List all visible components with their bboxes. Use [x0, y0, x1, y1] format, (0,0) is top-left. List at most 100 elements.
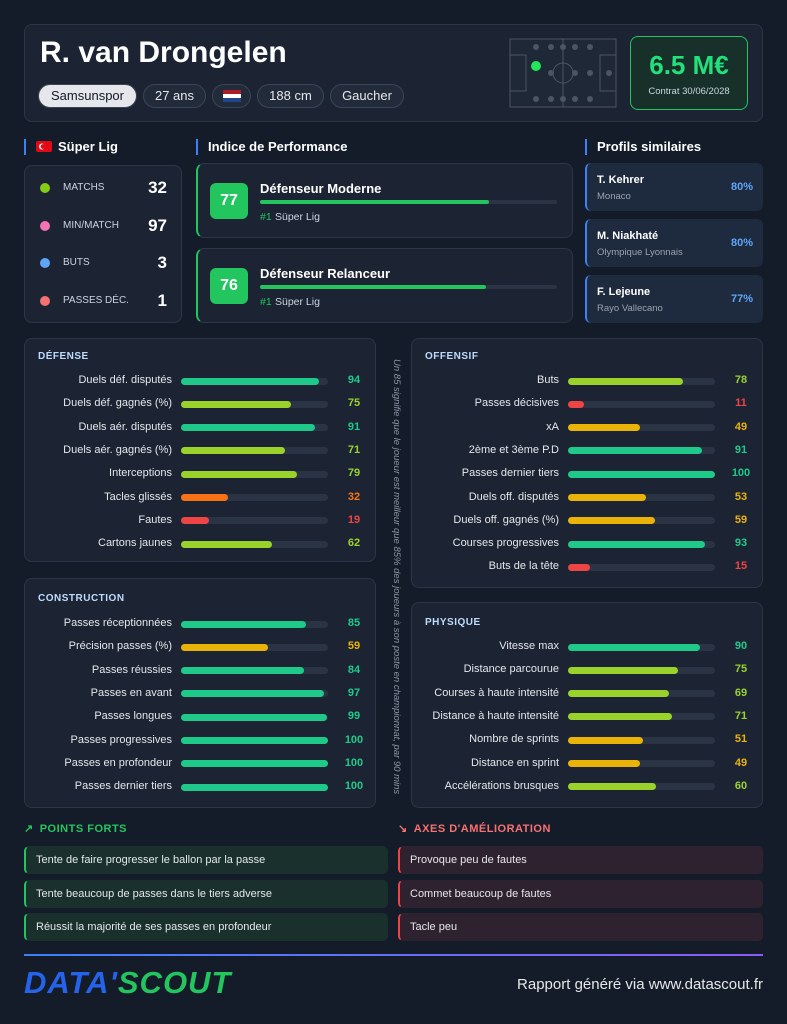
logo: DATA'SCOUT	[24, 965, 231, 1001]
bar	[181, 643, 268, 651]
stat-value: 32	[148, 178, 167, 197]
stat-label: Buts	[536, 374, 559, 386]
bar	[181, 620, 306, 628]
similar-name: F. Lejeune	[597, 286, 651, 298]
bar-value: 15	[734, 560, 748, 573]
stat-label: Nombre de sprints	[469, 733, 559, 746]
bar-value: 59	[734, 513, 748, 526]
stat-label: Tacles glissés	[104, 490, 172, 503]
bar-value: 51	[734, 733, 748, 746]
weaknesses-heading: ↘ AXES D'AMÉLIORATION	[398, 823, 551, 835]
bar-value: 32	[347, 490, 361, 503]
bar-value: 85	[347, 617, 361, 629]
bar	[181, 424, 315, 432]
stat-label: Passes dernier tiers	[74, 780, 172, 793]
logo-left: DATA'	[24, 965, 118, 1000]
bar	[181, 713, 327, 721]
bar	[568, 643, 701, 651]
age: 27 ans	[143, 84, 206, 108]
strengths-title: POINTS FORTS	[39, 823, 127, 835]
section-title: PHYSIQUE	[425, 617, 481, 628]
bar-value: 75	[347, 397, 361, 410]
bar-value: 100	[344, 733, 364, 746]
stat-label: Buts de la tête	[488, 560, 559, 573]
section-title: DÉFENSE	[38, 351, 89, 362]
bar-value: 62	[347, 537, 361, 550]
bar-value: 19	[347, 513, 361, 526]
bar-value: 100	[344, 756, 364, 769]
similar-card	[585, 163, 763, 211]
section-card	[411, 338, 763, 588]
stat-icon	[40, 258, 50, 268]
similar-club: Olympique Lyonnais	[597, 247, 683, 258]
similar-card	[585, 275, 763, 323]
stat-label: PASSES DÉC.	[63, 294, 129, 306]
bar-track	[568, 563, 715, 571]
bar-value: 49	[734, 420, 748, 433]
stat-label: Duels déf. gagnés (%)	[63, 397, 172, 410]
stat-label: Passes réussies	[91, 663, 172, 676]
stat-value: 1	[157, 290, 167, 310]
divider	[24, 954, 763, 956]
stat-label: Passes en profondeur	[64, 756, 172, 769]
stat-value: 97	[148, 215, 167, 235]
stat-icon	[40, 183, 50, 193]
stat-icon	[40, 295, 50, 306]
bar	[181, 447, 286, 455]
height: 188 cm	[257, 84, 324, 108]
stat-label: Passes dernier tiers	[461, 467, 559, 480]
weaknesses-item: Provoque peu de fautes	[398, 846, 763, 874]
bar-value: 69	[734, 686, 748, 699]
stat-label: Duels aér. gagnés (%)	[63, 443, 172, 456]
perf-bar	[260, 200, 489, 204]
bar-value: 71	[347, 443, 361, 456]
stat-label: Cartons jaunes	[98, 537, 172, 550]
stat-label: Duels off. disputés	[468, 490, 559, 503]
bar	[568, 713, 673, 721]
stat-label: Fautes	[138, 513, 172, 526]
contract: Contrat 30/06/2028	[648, 86, 730, 97]
stat-label: Précision passes (%)	[68, 640, 172, 653]
perf-league: Süper Lig	[275, 211, 320, 223]
league-card	[24, 165, 182, 323]
bar	[568, 783, 657, 791]
performance-title: Indice de Performance	[196, 139, 347, 155]
similar-title: Profils similaires	[585, 139, 701, 155]
stat-label: Accélérations brusques	[444, 779, 559, 792]
bar	[181, 737, 328, 744]
note: Un 85 signifie que le joueur est meilleu…	[391, 359, 402, 795]
bar	[181, 783, 328, 791]
strengths-item: Réussit la majorité de ses passes en pro…	[24, 913, 388, 941]
bar-value: 78	[734, 374, 748, 386]
similar-card	[585, 219, 763, 267]
tr-flag	[36, 141, 52, 152]
bar	[568, 470, 715, 478]
stat-label: Duels aér. disputés	[78, 420, 172, 433]
stat-label: Interceptions	[109, 467, 172, 480]
similar-score: 80%	[730, 181, 753, 193]
perf-score: 76	[210, 268, 248, 304]
player-name: R. van Drongelen	[40, 36, 287, 69]
bar	[181, 470, 298, 478]
bar	[568, 494, 646, 501]
logo-right: SCOUT	[117, 965, 232, 1000]
stat-label: MATCHS	[63, 182, 105, 193]
strengths-item: Tente de faire progresser le ballon par …	[24, 846, 388, 874]
stat-label: Courses progressives	[452, 537, 559, 550]
perf-rank: #1	[260, 211, 272, 223]
bar	[568, 690, 670, 698]
bar-value: 49	[734, 756, 748, 769]
stat-label: Passes longues	[94, 710, 172, 723]
stat-icon	[40, 220, 50, 231]
bar	[568, 760, 641, 767]
bar-value: 100	[344, 780, 364, 793]
stat-label: Passes décisives	[474, 397, 559, 410]
bar-value: 99	[347, 710, 361, 723]
weaknesses-item: Commet beaucoup de fautes	[398, 879, 763, 908]
bar-value: 93	[734, 537, 748, 550]
similar-name: T. Kehrer	[597, 174, 645, 186]
similar-score: 77%	[730, 293, 753, 305]
nl-flag	[222, 90, 241, 102]
stat-label: 2ème et 3ème P.D	[468, 443, 559, 456]
